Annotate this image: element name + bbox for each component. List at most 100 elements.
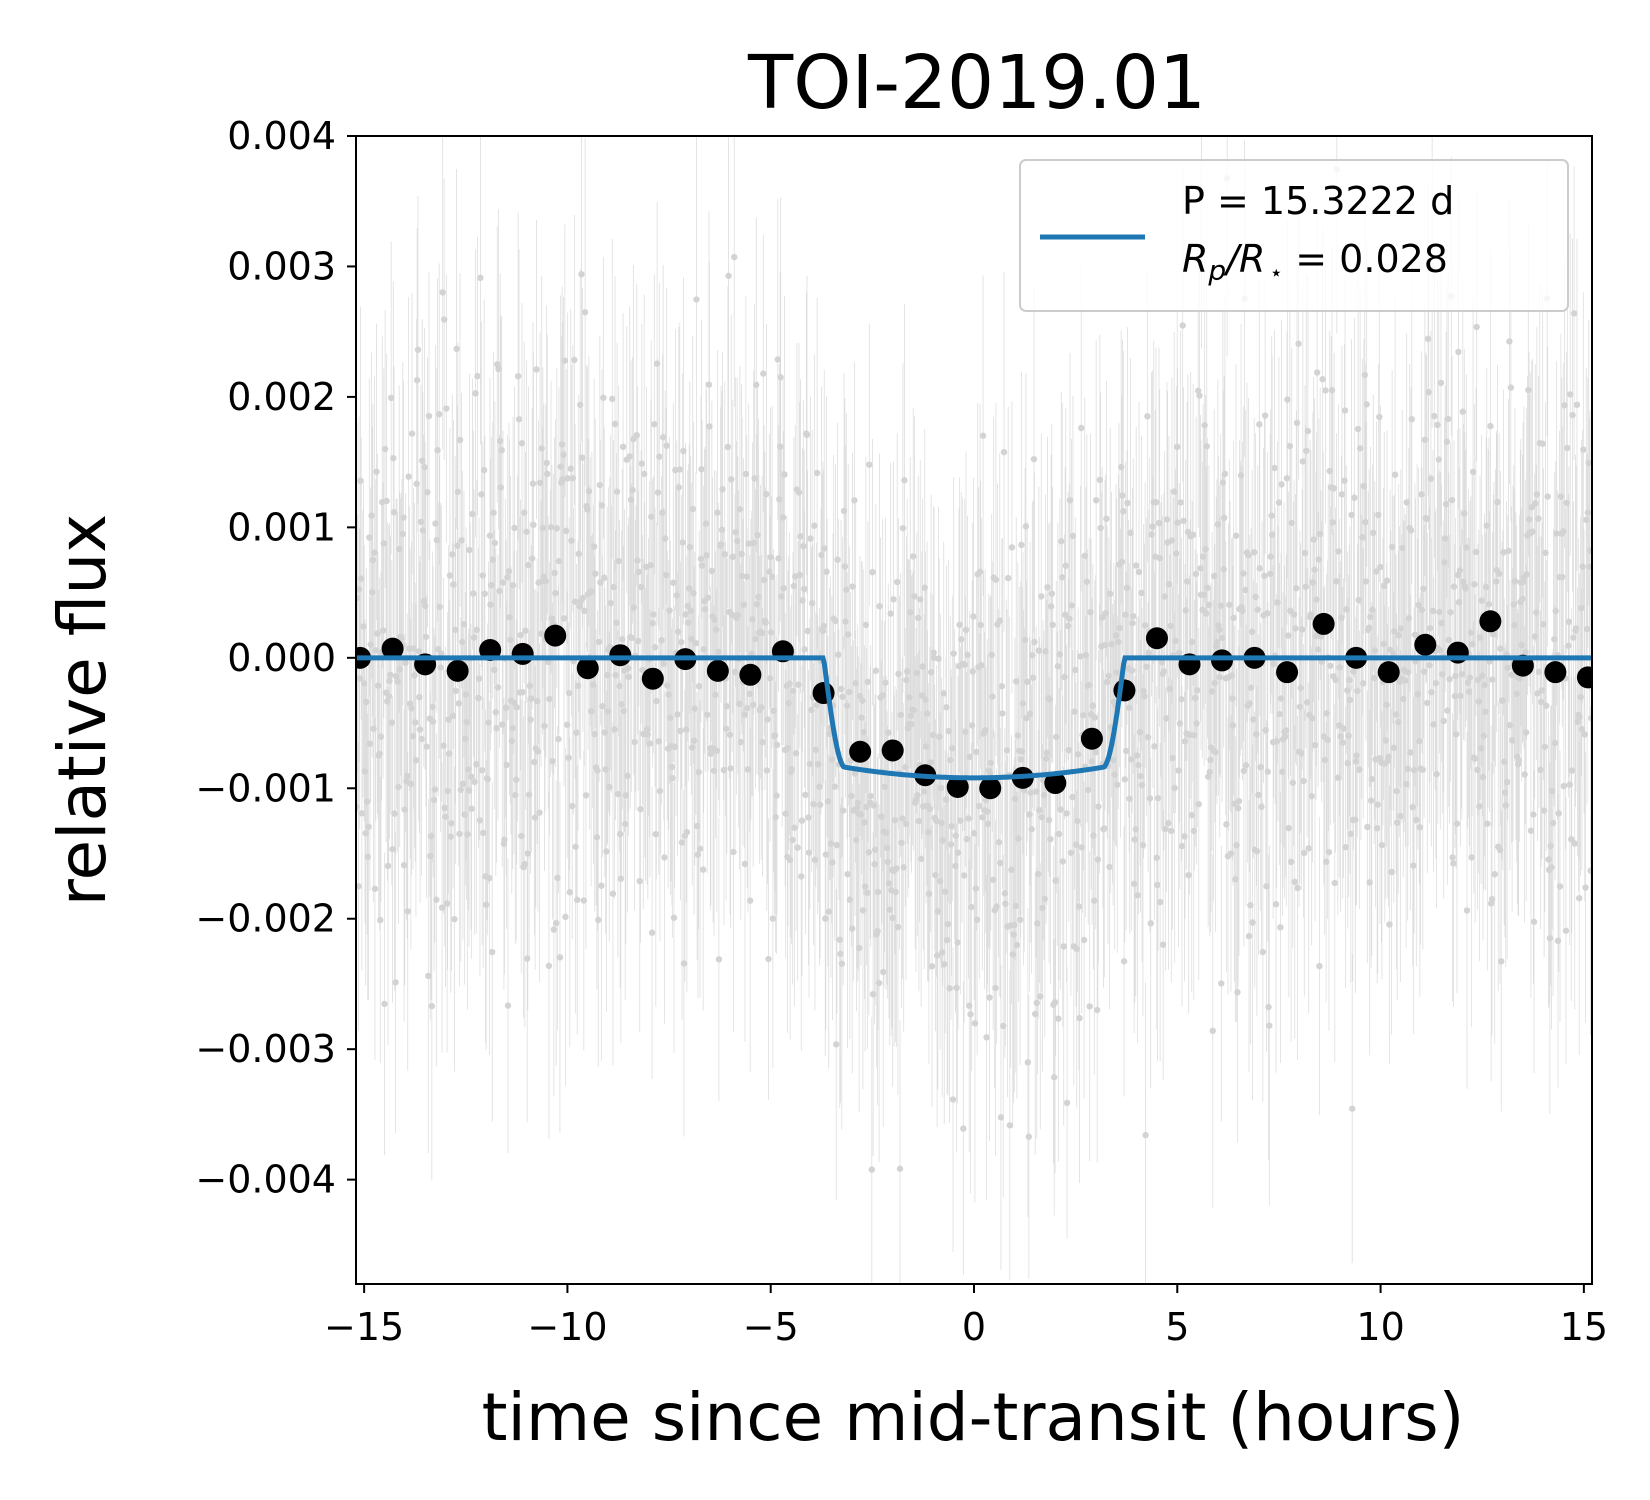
raw-data-point	[504, 858, 512, 1153]
raw-data-point	[1061, 467, 1069, 763]
raw-data-point	[674, 572, 681, 857]
raw-data-point	[876, 453, 883, 759]
raw-data-point	[1316, 817, 1323, 1115]
x-tick-label: −5	[743, 1305, 799, 1349]
raw-data-point	[1234, 841, 1241, 1143]
raw-data-point	[1193, 582, 1200, 865]
raw-data-point	[669, 618, 676, 938]
x-axis-label: time since mid-transit (hours)	[482, 1379, 1465, 1456]
raw-data-point	[611, 276, 619, 572]
raw-data-point	[743, 528, 751, 888]
raw-data-point	[1449, 713, 1456, 1002]
raw-data-point	[615, 385, 622, 737]
raw-data-point	[1134, 747, 1141, 1044]
raw-data-point	[1340, 578, 1347, 879]
raw-data-point	[740, 458, 747, 752]
raw-data-point	[1069, 650, 1076, 945]
binned-point	[1576, 666, 1592, 689]
raw-data-point	[522, 452, 529, 810]
raw-data-point	[759, 607, 766, 877]
raw-data-point	[834, 422, 841, 697]
raw-data-point	[1356, 291, 1364, 605]
raw-data-point	[1158, 495, 1165, 830]
binned-point	[1276, 661, 1299, 684]
raw-data-point	[1156, 742, 1164, 1062]
raw-data-point	[693, 136, 700, 474]
raw-data-point	[1162, 687, 1169, 971]
raw-data-point	[403, 613, 411, 939]
raw-data-point	[425, 272, 433, 560]
raw-data-point	[1029, 502, 1036, 808]
y-tick-label: 0.002	[227, 375, 336, 419]
y-tick-label: 0.003	[227, 244, 336, 288]
raw-data-point	[1426, 507, 1433, 824]
raw-data-point	[515, 249, 523, 590]
raw-data-point	[943, 786, 951, 1095]
raw-data-point	[1554, 794, 1562, 1088]
raw-data-point	[1374, 635, 1381, 974]
raw-data-point	[1388, 709, 1395, 1035]
raw-data-point	[528, 545, 535, 853]
raw-data-point	[1023, 580, 1030, 856]
raw-data-point	[1498, 811, 1505, 1112]
raw-data-point	[1268, 336, 1275, 695]
raw-data-point	[654, 359, 662, 626]
raw-data-point	[546, 562, 553, 836]
raw-data-point	[454, 342, 462, 642]
raw-data-point	[1325, 673, 1333, 1031]
raw-data-point	[729, 399, 736, 714]
raw-data-point	[1471, 594, 1479, 923]
raw-data-point	[1216, 516, 1224, 838]
raw-data-point	[619, 312, 627, 581]
raw-data-point	[1054, 523, 1062, 810]
raw-data-point	[940, 541, 947, 845]
binned-point	[511, 642, 534, 665]
raw-data-point	[611, 560, 618, 899]
y-tick-label: 0.001	[227, 505, 336, 549]
raw-data-point	[543, 305, 550, 621]
raw-data-point	[871, 704, 878, 1025]
raw-data-point	[1266, 845, 1273, 1206]
raw-data-point	[1285, 659, 1293, 997]
raw-data-point	[911, 416, 918, 777]
raw-data-point	[578, 136, 585, 442]
raw-data-point	[805, 670, 812, 966]
raw-data-point	[1235, 629, 1242, 987]
raw-data-point	[1038, 433, 1045, 760]
raw-data-point	[1351, 317, 1358, 678]
raw-data-point	[1220, 376, 1228, 660]
raw-data-point	[1303, 274, 1310, 628]
raw-data-point	[742, 295, 750, 653]
raw-data-point	[413, 228, 421, 533]
raw-data-point	[1169, 586, 1176, 930]
raw-data-point	[725, 136, 732, 446]
raw-data-point	[763, 323, 770, 665]
raw-data-point	[466, 373, 473, 727]
raw-data-point	[1025, 994, 1033, 1279]
raw-data-point	[574, 765, 581, 1035]
raw-data-point	[1256, 278, 1263, 571]
raw-data-point	[513, 550, 520, 865]
raw-data-point	[545, 792, 553, 1140]
raw-data-point	[862, 456, 870, 793]
raw-data-point	[1192, 416, 1200, 732]
raw-data-point	[822, 780, 829, 1057]
raw-data-point	[373, 323, 380, 620]
raw-data-point	[440, 179, 448, 461]
raw-data-point	[982, 569, 989, 892]
raw-data-point	[843, 572, 851, 839]
raw-data-point	[864, 521, 872, 843]
binned-point	[706, 659, 729, 682]
raw-data-point	[908, 575, 915, 873]
raw-data-point	[567, 308, 574, 629]
raw-data-point	[1129, 488, 1136, 759]
raw-data-point	[653, 523, 660, 879]
raw-data-point	[1053, 580, 1060, 893]
raw-data-point	[844, 699, 851, 1049]
raw-data-point	[1391, 297, 1399, 652]
raw-data-point	[997, 964, 1005, 1270]
raw-data-point	[663, 287, 670, 605]
raw-data-point	[1423, 355, 1430, 683]
raw-data-point	[1057, 629, 1064, 990]
raw-data-point	[618, 530, 625, 878]
